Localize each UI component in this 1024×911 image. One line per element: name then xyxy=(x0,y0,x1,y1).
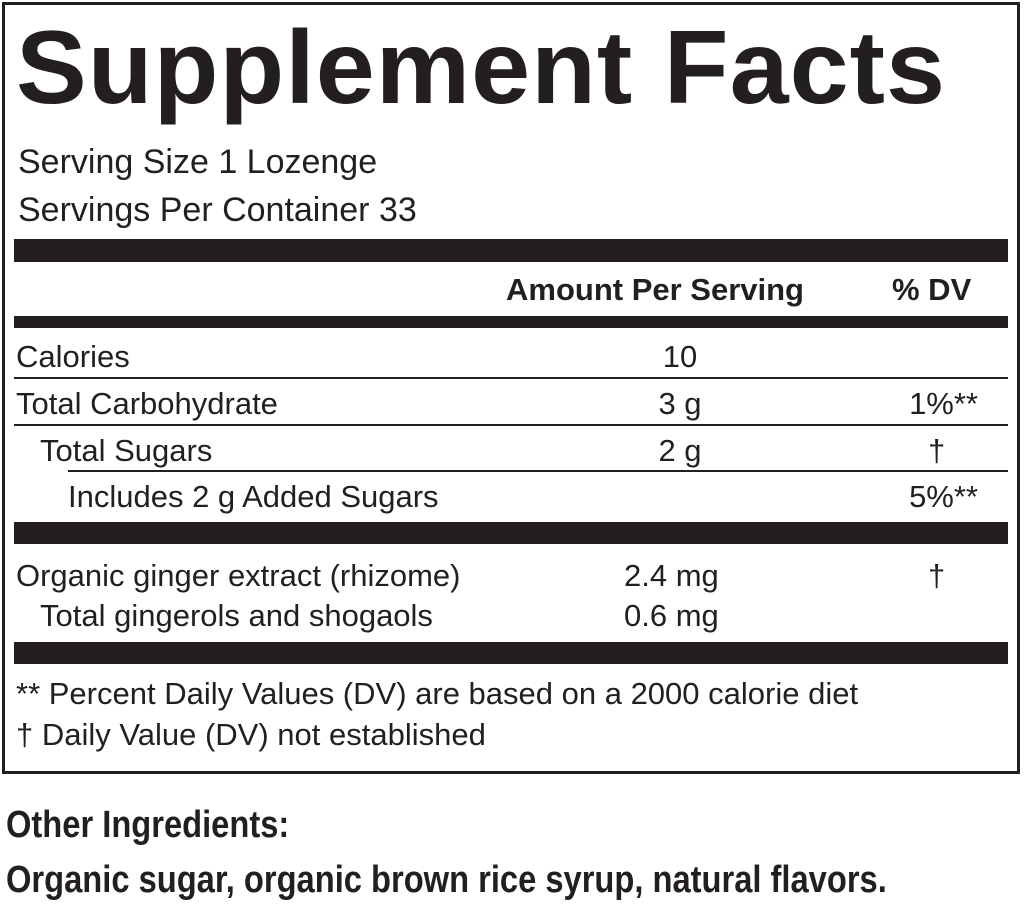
row-amount: 3 g xyxy=(658,386,702,421)
footnote-dv: ** Percent Daily Values (DV) are based o… xyxy=(16,676,859,711)
serving-size: Serving Size 1 Lozenge xyxy=(18,143,378,181)
row-amount: 0.6 mg xyxy=(624,598,719,633)
row-dv: 5%** xyxy=(909,479,978,514)
row-divider xyxy=(14,424,1008,426)
row-name: Calories xyxy=(16,339,130,374)
medium-divider xyxy=(14,316,1008,328)
thick-divider xyxy=(14,642,1008,664)
row-name: Total Sugars xyxy=(40,433,213,468)
servings-per-container: Servings Per Container 33 xyxy=(18,191,417,229)
row-amount: 2.4 mg xyxy=(624,558,719,593)
row-name: Total gingerols and shogaols xyxy=(40,598,433,633)
dv-header: % DV xyxy=(892,272,972,307)
amount-header: Amount Per Serving xyxy=(506,272,804,307)
row-dv: 1%** xyxy=(909,386,978,421)
row-name: Organic ginger extract (rhizome) xyxy=(16,558,461,593)
thick-divider xyxy=(14,239,1008,262)
row-dv: † xyxy=(928,433,946,468)
row-dv: † xyxy=(928,558,946,593)
thick-divider xyxy=(14,522,1008,544)
panel-title: Supplement Facts xyxy=(16,10,946,126)
row-name: Includes 2 g Added Sugars xyxy=(68,479,439,514)
footnote-dagger: † Daily Value (DV) not established xyxy=(16,717,486,752)
row-amount: 2 g xyxy=(658,433,702,468)
row-name: Total Carbohydrate xyxy=(16,386,278,421)
supplement-facts-panel xyxy=(2,2,1020,774)
row-amount: 10 xyxy=(662,339,698,374)
row-divider xyxy=(68,470,1008,472)
other-ingredients-text: Organic sugar, organic brown rice syrup,… xyxy=(6,859,887,901)
other-ingredients-label: Other Ingredients: xyxy=(6,804,290,846)
row-divider xyxy=(14,377,1008,379)
